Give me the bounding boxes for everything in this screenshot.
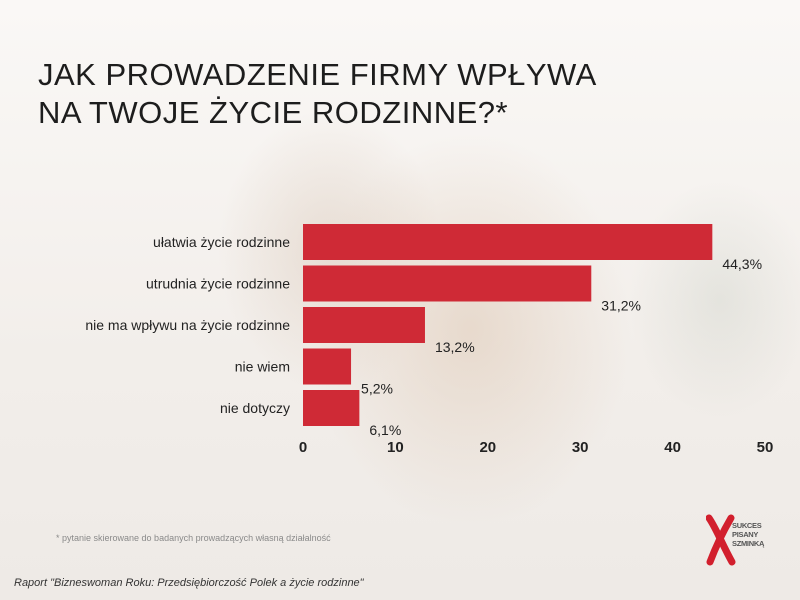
logo-line-2: PISANY (732, 530, 759, 539)
bar-4 (303, 390, 360, 426)
page-title: JAK PROWADZENIE FIRMY WPŁYWA NA TWOJE ŻY… (38, 56, 738, 132)
x-tick-label-3: 30 (572, 439, 589, 456)
value-label-0: 44,3% (722, 256, 762, 272)
category-label-0: ułatwia życie rodzinne (153, 234, 290, 250)
x-tick-label-0: 0 (299, 439, 307, 456)
footnote: * pytanie skierowane do badanych prowadz… (56, 533, 331, 543)
x-tick-label-2: 20 (479, 439, 496, 456)
value-label-1: 31,2% (601, 298, 641, 314)
value-label-2: 13,2% (435, 339, 475, 355)
title-line-2: NA TWOJE ŻYCIE RODZINNE?* (38, 95, 509, 130)
logo-line-1: SUKCES (732, 521, 762, 530)
logo-line-3: SZMINKĄ (732, 539, 765, 548)
category-label-3: nie wiem (235, 359, 290, 375)
x-tick-label-4: 40 (664, 439, 681, 456)
title-line-1: JAK PROWADZENIE FIRMY WPŁYWA (38, 57, 597, 92)
value-label-3: 5,2% (361, 381, 393, 397)
bar-2 (303, 307, 425, 343)
category-label-4: nie dotyczy (220, 400, 290, 416)
category-label-1: utrudnia życie rodzinne (146, 276, 290, 292)
source-caption: Raport "Bizneswoman Roku: Przedsiębiorcz… (14, 577, 364, 589)
bar-1 (303, 265, 592, 302)
bar-3 (303, 348, 352, 385)
x-tick-label-5: 50 (757, 439, 774, 456)
logo: SUKCES PISANY SZMINKĄ (706, 514, 766, 574)
x-tick-label-1: 10 (387, 439, 404, 456)
category-label-2: nie ma wpływu na życie rodzinne (85, 317, 290, 333)
value-label-4: 6,1% (369, 422, 401, 438)
x-mark-icon (706, 514, 736, 566)
bar-0 (303, 224, 713, 260)
